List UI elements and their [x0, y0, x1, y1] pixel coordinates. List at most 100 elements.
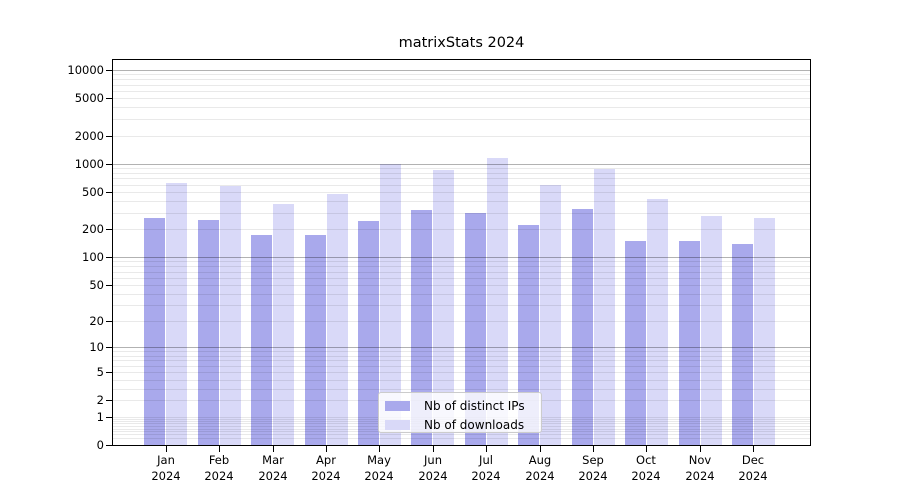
y-tick-mark: [106, 321, 112, 322]
x-tick-label: Oct 2024: [615, 453, 677, 484]
x-tick-year: 2024: [364, 468, 394, 483]
x-tick-label: Nov 2024: [669, 453, 731, 484]
x-tick-year: 2024: [151, 468, 181, 483]
x-tick-label: Jun 2024: [402, 453, 464, 484]
bar-distinct-ips: [678, 241, 700, 445]
legend-label-distinct-ips: Nb of distinct IPs: [424, 398, 525, 413]
y-tick-mark: [106, 417, 112, 418]
x-tick-year: 2024: [418, 468, 448, 483]
major-gridline: [113, 70, 810, 71]
x-tick-month: Apr: [316, 453, 336, 467]
x-tick-month: Sep: [582, 453, 604, 467]
y-tick-label: 5: [96, 365, 104, 379]
y-tick-label: 1000: [74, 157, 104, 171]
bar-distinct-ips: [518, 225, 540, 445]
y-tick-label: 20: [89, 314, 104, 328]
x-tick-label: Sep 2024: [562, 453, 624, 484]
x-tick-mark: [486, 446, 487, 452]
x-tick-month: Jul: [479, 453, 493, 467]
minor-gridline: [113, 119, 810, 120]
x-tick-month: Oct: [636, 453, 656, 467]
minor-gridline: [113, 321, 810, 322]
x-tick-mark: [379, 446, 380, 452]
minor-gridline: [113, 261, 810, 262]
x-tick-year: 2024: [685, 468, 715, 483]
bar-downloads: [647, 199, 669, 445]
x-tick-mark: [326, 446, 327, 452]
legend-swatch-downloads: [385, 419, 410, 430]
y-tick-mark: [106, 445, 112, 446]
bar-distinct-ips: [144, 217, 166, 445]
y-tick-label: 10: [89, 340, 104, 354]
grid-layer: [113, 60, 810, 445]
y-tick-label: 500: [82, 185, 104, 199]
x-tick-year: 2024: [471, 468, 501, 483]
x-tick-month: May: [367, 453, 391, 467]
major-gridline: [113, 257, 810, 258]
x-tick-year: 2024: [258, 468, 288, 483]
y-tick-label: 1: [96, 410, 104, 424]
legend-item-distinct-ips: Nb of distinct IPs: [385, 398, 541, 413]
legend: Nb of distinct IPs Nb of downloads: [378, 392, 542, 433]
x-tick-month: Jan: [157, 453, 175, 467]
minor-gridline: [113, 213, 810, 214]
x-tick-month: Jun: [424, 453, 442, 467]
legend-item-downloads: Nb of downloads: [385, 417, 541, 432]
bar-downloads: [326, 194, 348, 445]
x-tick-month: Mar: [262, 453, 284, 467]
minor-gridline: [113, 98, 810, 99]
x-tick-label: Apr 2024: [295, 453, 357, 484]
minor-gridline: [113, 173, 810, 174]
x-tick-mark: [593, 446, 594, 452]
minor-gridline: [113, 305, 810, 306]
minor-gridline: [113, 192, 810, 193]
x-tick-year: 2024: [204, 468, 234, 483]
minor-gridline: [113, 168, 810, 169]
x-tick-label: May 2024: [348, 453, 410, 484]
minor-gridline: [113, 136, 810, 137]
x-tick-year: 2024: [631, 468, 661, 483]
y-tick-label: 5000: [74, 91, 104, 105]
minor-gridline: [113, 278, 810, 279]
legend-label-downloads: Nb of downloads: [424, 417, 525, 432]
minor-gridline: [113, 272, 810, 273]
minor-gridline: [113, 434, 810, 435]
bar-distinct-ips: [411, 210, 433, 445]
bar-downloads: [166, 183, 188, 445]
y-tick-label: 0: [96, 438, 104, 452]
minor-gridline: [113, 74, 810, 75]
x-tick-mark: [753, 446, 754, 452]
y-tick-mark: [106, 98, 112, 99]
x-tick-year: 2024: [311, 468, 341, 483]
bar-distinct-ips: [625, 240, 647, 445]
x-tick-month: Dec: [741, 453, 765, 467]
y-tick-mark: [106, 136, 112, 137]
bar-distinct-ips: [731, 244, 753, 445]
x-tick-mark: [273, 446, 274, 452]
y-tick-mark: [106, 347, 112, 348]
x-tick-year: 2024: [525, 468, 555, 483]
chart-title: matrixStats 2024: [398, 35, 525, 51]
bar-downloads: [273, 204, 295, 445]
minor-gridline: [113, 294, 810, 295]
legend-swatch-distinct-ips: [385, 400, 410, 411]
x-tick-label: Jul 2024: [455, 453, 517, 484]
bar-downloads: [700, 216, 722, 445]
minor-gridline: [113, 79, 810, 80]
y-tick-label: 2: [96, 393, 104, 407]
bar-downloads: [433, 169, 455, 445]
y-tick-mark: [106, 400, 112, 401]
y-tick-label: 2000: [74, 129, 104, 143]
minor-gridline: [113, 438, 810, 439]
plot-area: [112, 59, 811, 446]
y-tick-label: 10000: [67, 63, 104, 77]
minor-gridline: [113, 107, 810, 108]
x-tick-month: Nov: [688, 453, 712, 467]
y-tick-mark: [106, 285, 112, 286]
minor-gridline: [113, 201, 810, 202]
x-tick-mark: [219, 446, 220, 452]
minor-gridline: [113, 366, 810, 367]
x-tick-label: Mar 2024: [242, 453, 304, 484]
y-tick-mark: [106, 164, 112, 165]
